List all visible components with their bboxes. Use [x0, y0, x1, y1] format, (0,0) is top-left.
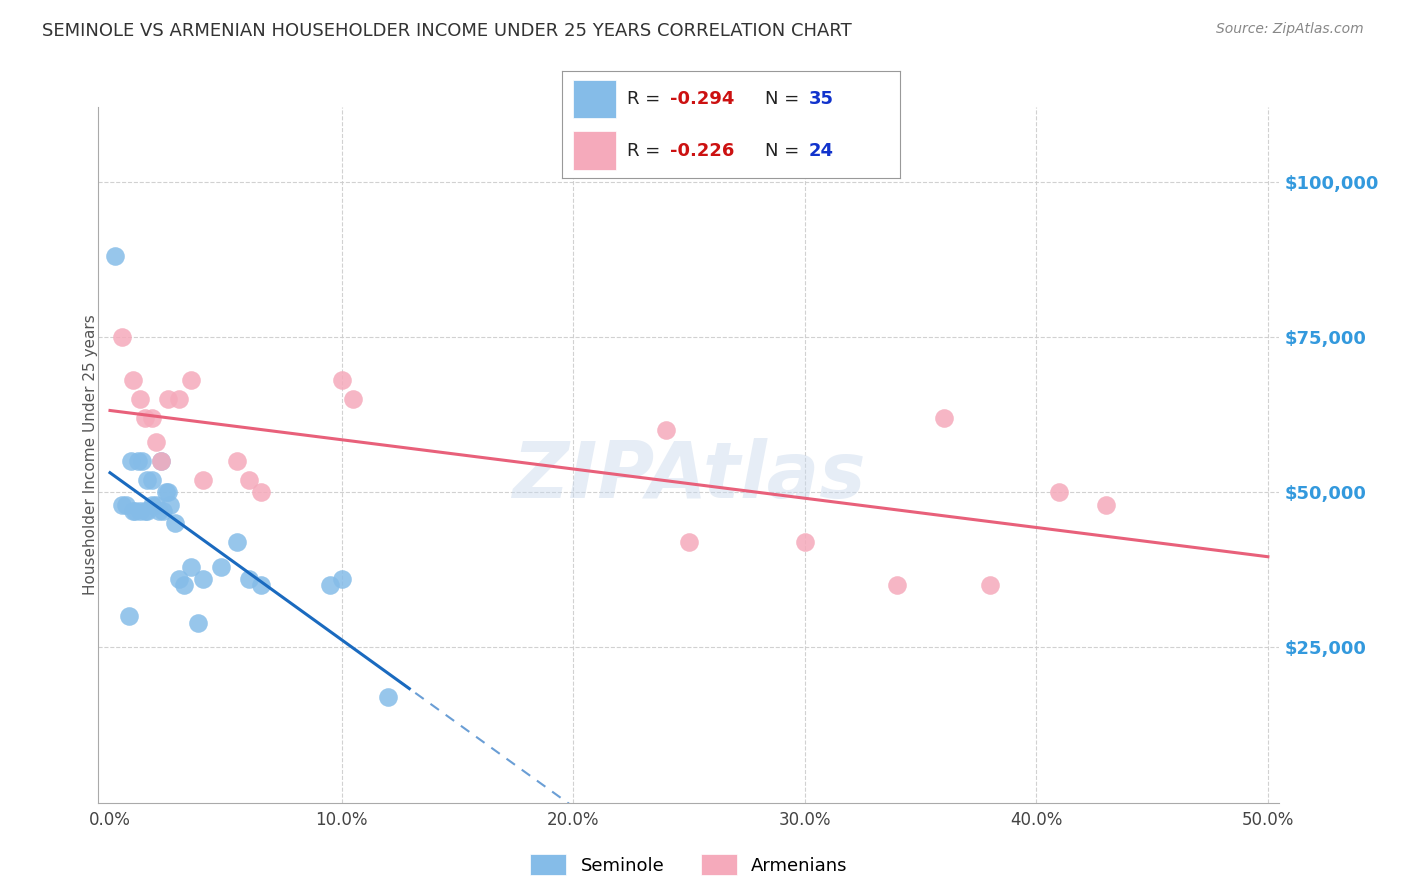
Point: [141, 473, 163, 487]
Point: [191, 572, 214, 586]
Point: [173, 578, 195, 592]
Point: [134, 504, 156, 518]
Text: 35: 35: [808, 90, 834, 108]
Point: [1094, 498, 1116, 512]
Point: [249, 485, 271, 500]
Point: [134, 410, 156, 425]
Text: -0.226: -0.226: [671, 142, 735, 160]
Point: [104, 249, 127, 263]
Point: [932, 410, 955, 425]
Point: [115, 498, 138, 512]
Text: N =: N =: [765, 142, 804, 160]
Point: [149, 454, 172, 468]
Point: [226, 454, 249, 468]
Point: [131, 454, 153, 468]
Text: N =: N =: [765, 90, 804, 108]
Point: [129, 392, 152, 406]
Point: [655, 423, 678, 437]
Text: 24: 24: [808, 142, 834, 160]
Point: [226, 534, 249, 549]
Point: [127, 454, 149, 468]
Text: ZIPAtlas: ZIPAtlas: [512, 438, 866, 514]
Point: [120, 454, 142, 468]
Point: [110, 330, 132, 344]
Point: [238, 572, 260, 586]
Point: [156, 485, 179, 500]
Point: [156, 392, 179, 406]
Point: [180, 559, 202, 574]
Text: SEMINOLE VS ARMENIAN HOUSEHOLDER INCOME UNDER 25 YEARS CORRELATION CHART: SEMINOLE VS ARMENIAN HOUSEHOLDER INCOME …: [42, 22, 852, 40]
Point: [122, 504, 145, 518]
Point: [330, 373, 353, 387]
Point: [122, 373, 145, 387]
Point: [124, 504, 146, 518]
Point: [187, 615, 209, 630]
Bar: [572, 80, 616, 119]
Point: [141, 410, 163, 425]
Text: -0.294: -0.294: [671, 90, 735, 108]
Point: [129, 504, 152, 518]
Point: [169, 392, 191, 406]
Point: [148, 504, 170, 518]
Point: [979, 578, 1001, 592]
Point: [152, 504, 174, 518]
Point: [209, 559, 232, 574]
Point: [163, 516, 186, 531]
Point: [249, 578, 271, 592]
Point: [238, 473, 260, 487]
Point: [678, 534, 700, 549]
Bar: [572, 131, 616, 169]
Point: [149, 454, 172, 468]
Point: [141, 498, 163, 512]
Point: [319, 578, 342, 592]
Point: [136, 504, 159, 518]
Point: [342, 392, 364, 406]
Text: Source: ZipAtlas.com: Source: ZipAtlas.com: [1216, 22, 1364, 37]
Text: R =: R =: [627, 90, 665, 108]
Legend: Seminole, Armenians: Seminole, Armenians: [522, 846, 856, 884]
Point: [377, 690, 399, 705]
Point: [136, 473, 159, 487]
Point: [145, 435, 167, 450]
Point: [159, 498, 181, 512]
Point: [330, 572, 353, 586]
Point: [1049, 485, 1071, 500]
Point: [180, 373, 202, 387]
Point: [145, 498, 167, 512]
Point: [886, 578, 908, 592]
Point: [155, 485, 177, 500]
Point: [110, 498, 132, 512]
Text: R =: R =: [627, 142, 665, 160]
Point: [169, 572, 191, 586]
Point: [117, 609, 139, 624]
Y-axis label: Householder Income Under 25 years: Householder Income Under 25 years: [83, 315, 97, 595]
Point: [191, 473, 214, 487]
Point: [793, 534, 815, 549]
